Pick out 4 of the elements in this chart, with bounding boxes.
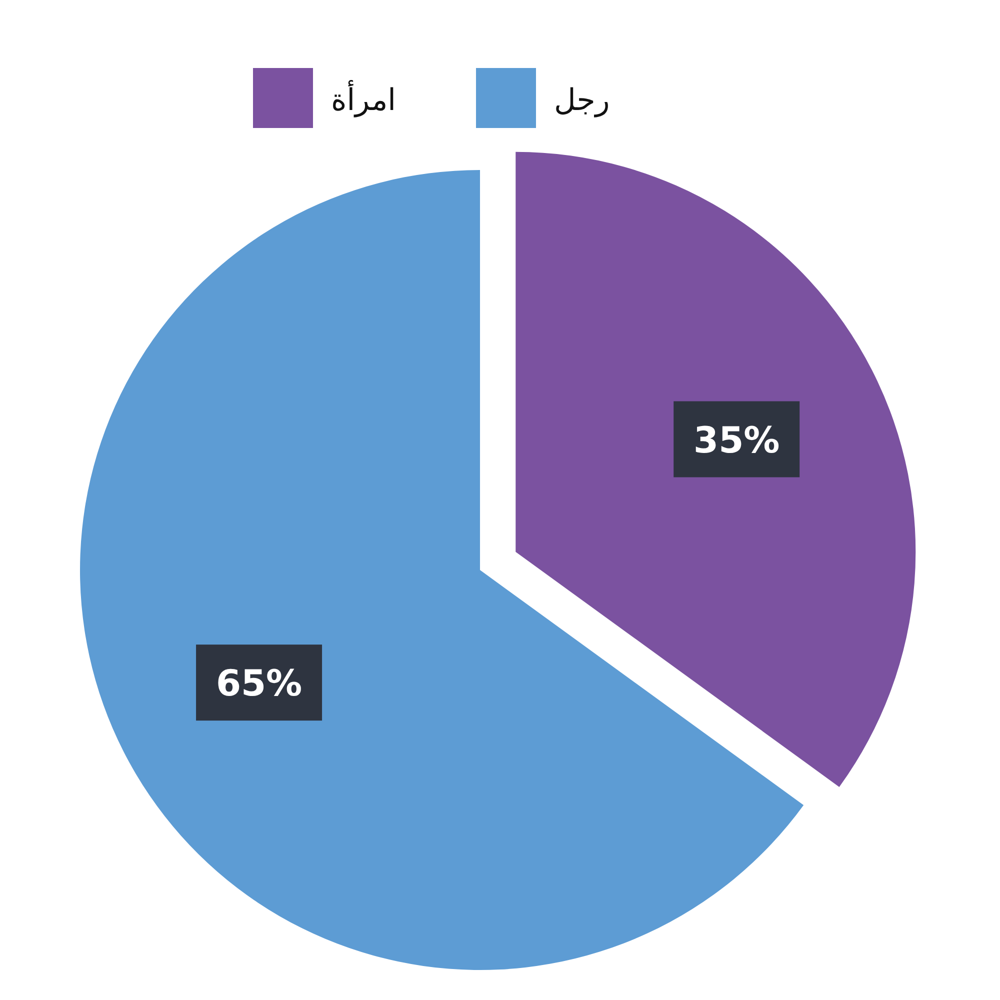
legend-label: امرأة <box>331 80 396 118</box>
data-label: 65% <box>216 664 302 705</box>
data-label: 35% <box>694 420 780 462</box>
legend-label: رجل <box>554 83 610 118</box>
